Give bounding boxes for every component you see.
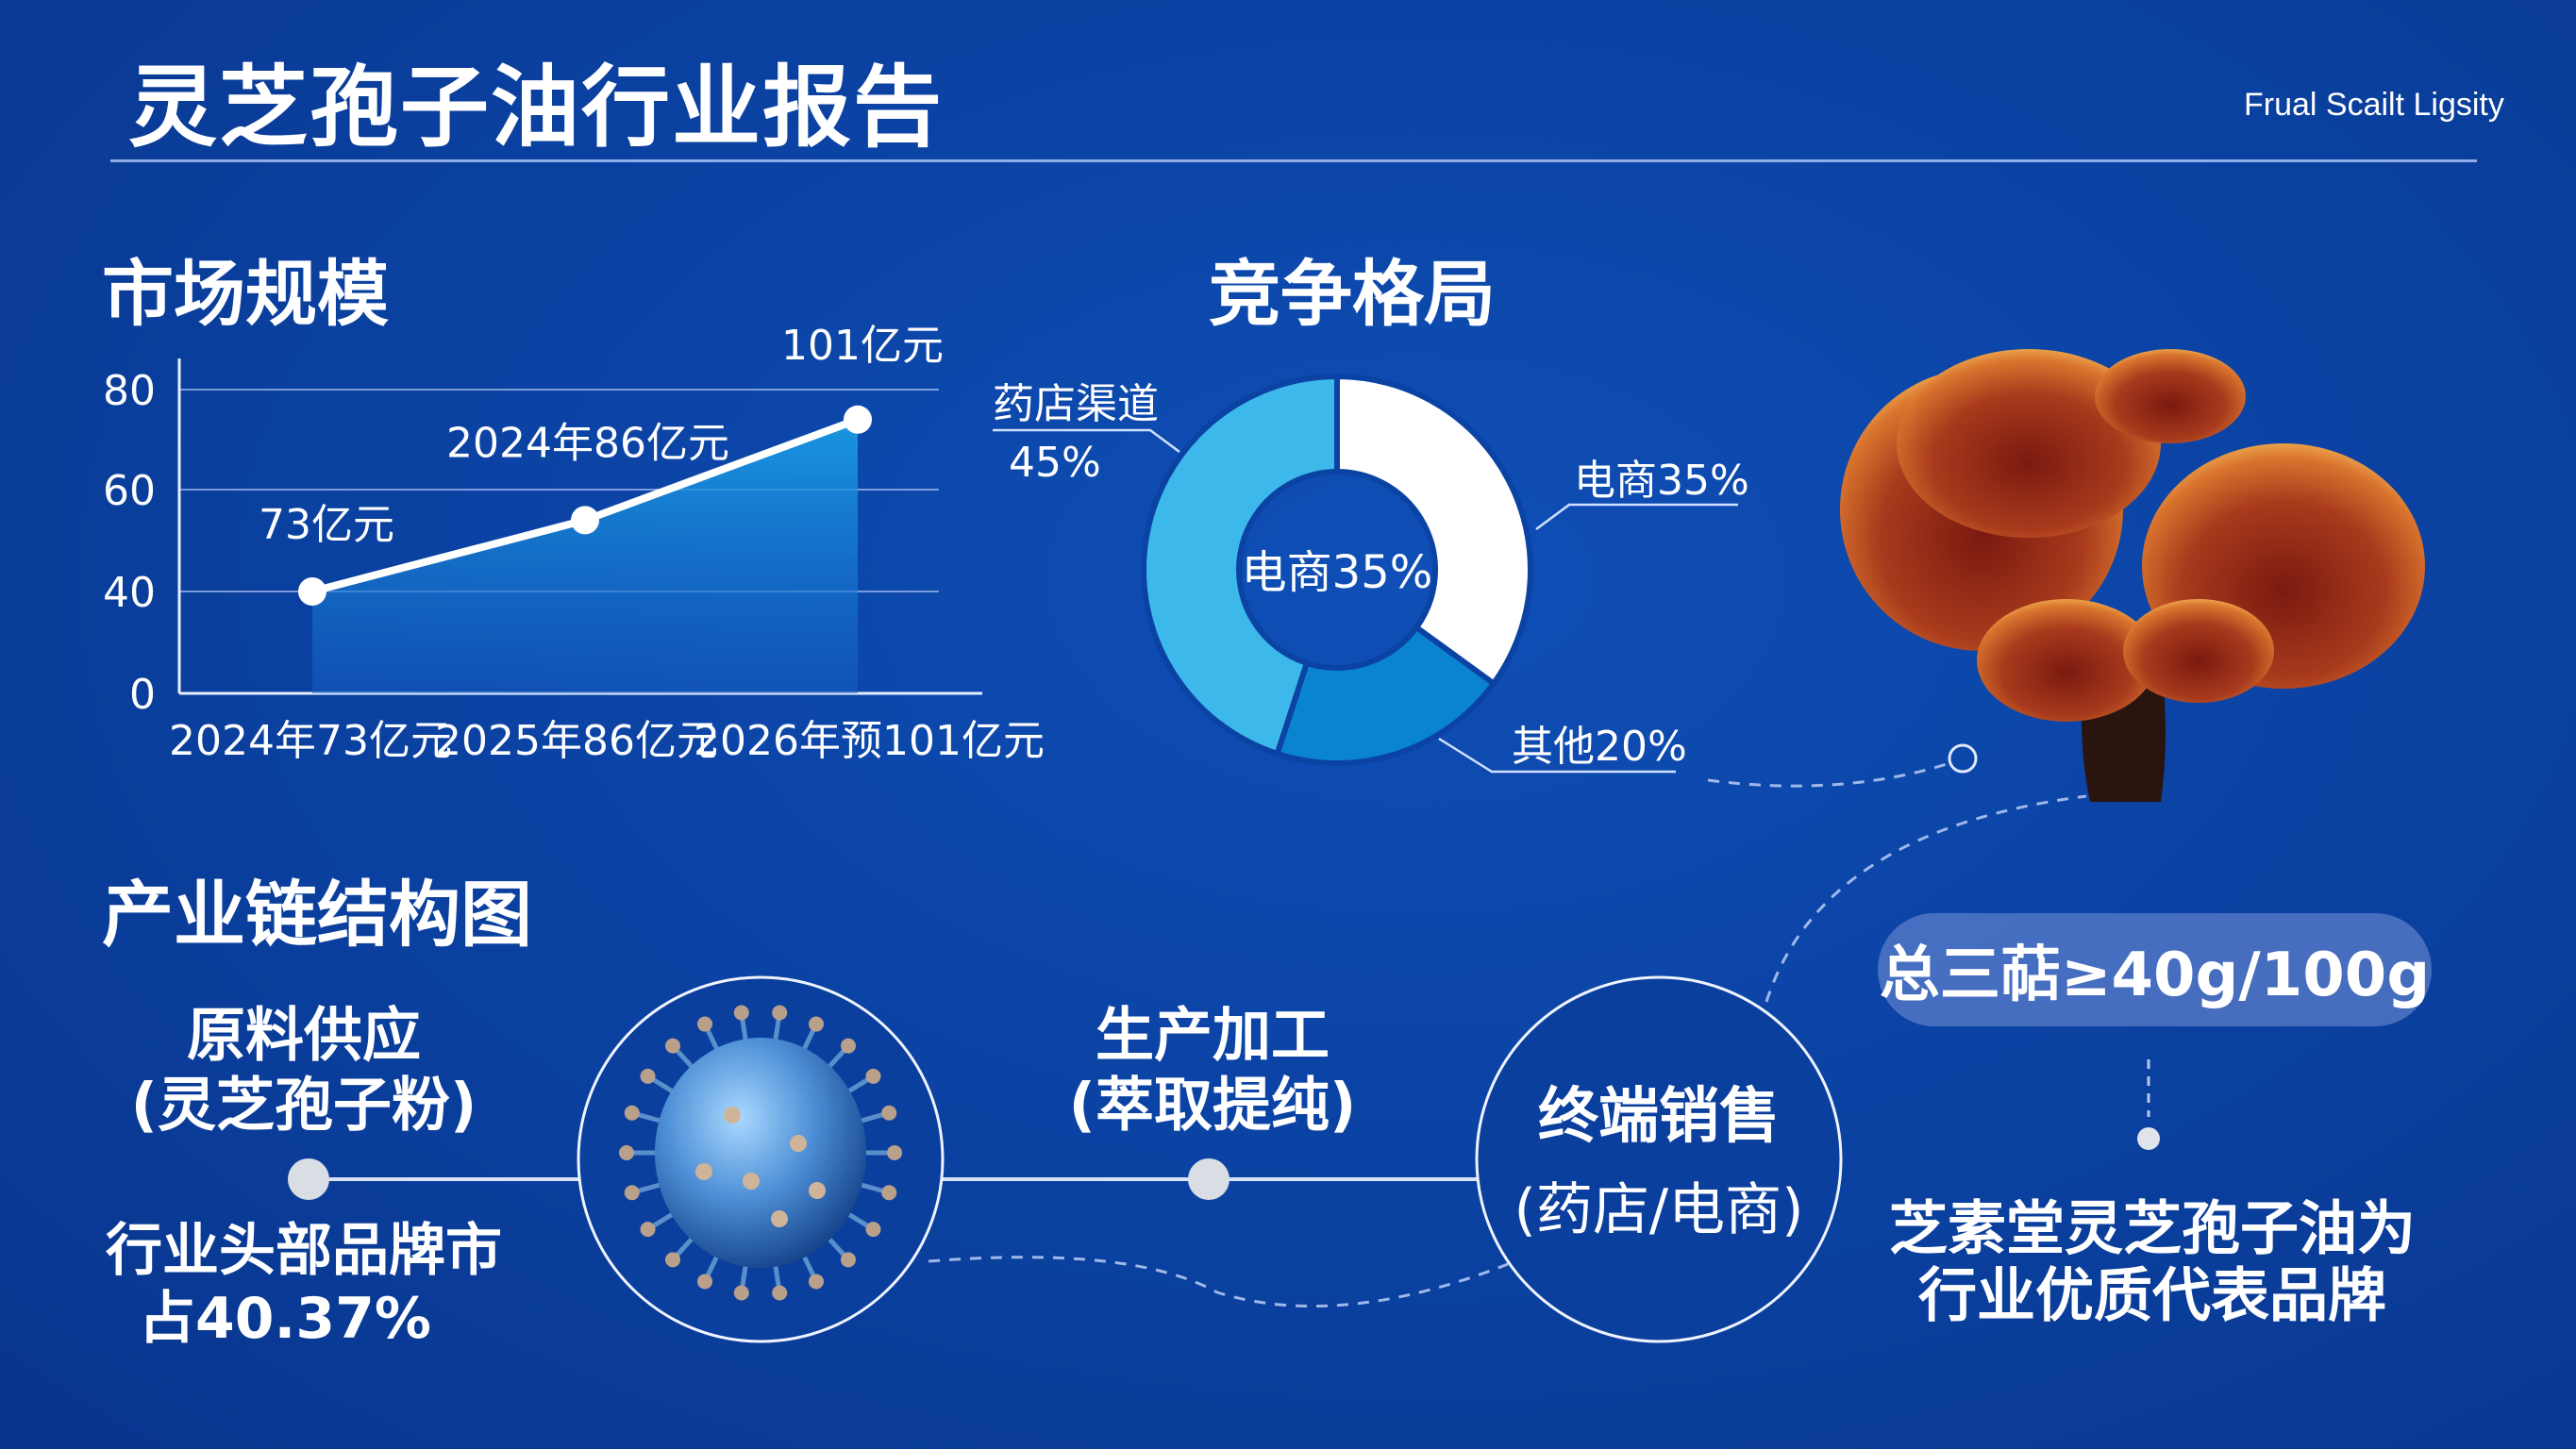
surface-dot — [790, 1135, 807, 1152]
node-sub: (药店/电商) — [1514, 1177, 1804, 1244]
chain-node-sales-label: 终端销售 (药店/电商) — [1514, 1069, 1803, 1256]
dashed-connector — [1765, 794, 2087, 1003]
surface-dot — [695, 1163, 712, 1180]
spike-tip — [640, 1068, 656, 1084]
y-tick-label: 60 — [103, 467, 156, 515]
chain-node-raw — [288, 1158, 329, 1200]
spike-tip — [840, 1038, 856, 1054]
spike-tip — [772, 1285, 788, 1301]
badge-node — [2137, 1127, 2160, 1150]
data-label: 101亿元 — [781, 322, 944, 370]
donut-slice-药店渠道 — [1141, 373, 1340, 758]
spike-tip — [665, 1252, 681, 1268]
spike-tip — [624, 1105, 640, 1121]
slice-label-other: 其他20% — [1512, 723, 1687, 771]
spike-tip — [881, 1185, 897, 1201]
surface-dot — [724, 1107, 741, 1124]
triterpene-badge: 总三萜≥40g/100g — [1878, 913, 2432, 1026]
spike-tip — [697, 1274, 713, 1290]
slice-label-pharmacy: 药店渠道 — [993, 380, 1159, 428]
spike-tip — [887, 1145, 902, 1160]
market-heading: 市场规模 — [102, 252, 389, 336]
header-divider — [110, 159, 2477, 162]
leader-line-other — [1438, 737, 1676, 774]
spike-tip — [808, 1274, 824, 1290]
node-sub: (灵芝孢子粉) — [130, 1071, 477, 1140]
node-title: 原料供应 — [186, 1000, 421, 1070]
competition-heading: 竞争格局 — [1209, 252, 1496, 336]
virus-body — [655, 1038, 866, 1268]
x-tick-label: 2024年73亿元 — [169, 717, 452, 765]
donut-slice-电商 — [1334, 373, 1533, 688]
brand-line2: 行业优质代表品牌 — [1917, 1261, 2387, 1330]
spike-tip — [808, 1016, 824, 1032]
slice-label-ecommerce: 电商35% — [1574, 457, 1749, 505]
x-tick-label: 2025年86亿元 — [435, 717, 718, 765]
data-point — [571, 506, 599, 535]
dashed-connector — [1707, 762, 1948, 788]
slice-value-pharmacy: 45% — [1009, 439, 1101, 487]
y-tick-label: 80 — [103, 367, 156, 415]
surface-dot — [771, 1210, 788, 1227]
x-tick-label: 2026年预101亿元 — [694, 717, 1045, 765]
spike-tip — [619, 1145, 634, 1160]
spike-tip — [881, 1105, 897, 1121]
surface-dot — [743, 1173, 760, 1190]
node-title: 终端销售 — [1538, 1081, 1780, 1152]
sales-circle — [1475, 975, 1843, 1343]
connector-node — [1948, 743, 1978, 774]
donut-center-label: 电商35% — [1241, 546, 1433, 599]
y-tick-label: 40 — [103, 569, 156, 617]
market-size-chart: 0 40 60 80 73亿元 2024年73亿元 2024年86亿元 2025年86亿元 10… — [103, 322, 1045, 765]
leader-line-pharmacy — [993, 428, 1180, 454]
spike-tip — [733, 1005, 749, 1021]
chain-node-production-label: 生产加工 (萃取提纯) — [1069, 1001, 1357, 1141]
lingzhi-mushroom-image — [1840, 349, 2425, 802]
page-title: 灵芝孢子油行业报告 — [128, 57, 945, 159]
spike-tip — [865, 1222, 881, 1238]
data-label: 2024年86亿元 — [446, 419, 729, 467]
chain-heading: 产业链结构图 — [102, 873, 532, 957]
header-subtitle: Frual Scailt Ligsity — [2244, 87, 2504, 123]
surface-dot — [809, 1182, 826, 1199]
chain-node-production — [1188, 1158, 1229, 1200]
node-title: 生产加工 — [1095, 1000, 1330, 1070]
data-point — [298, 577, 326, 606]
spike-tip — [865, 1068, 881, 1084]
spike-tip — [640, 1222, 656, 1238]
brand-line1: 芝素堂灵芝孢子油为 — [1888, 1193, 2417, 1263]
brand-statement: 芝素堂灵芝孢子油为 行业优质代表品牌 — [1888, 1193, 2417, 1330]
spike-tip — [697, 1016, 713, 1032]
spike-tip — [665, 1038, 681, 1054]
note-line2: 占40.37% — [139, 1286, 431, 1352]
note-line1: 行业头部品牌市 — [106, 1218, 502, 1284]
data-point — [844, 405, 872, 434]
virus-spore-icon — [619, 1005, 902, 1301]
spike-tip — [733, 1285, 749, 1301]
data-label: 73亿元 — [259, 501, 394, 549]
spike-tip — [772, 1005, 788, 1021]
dashed-connector — [928, 1256, 1509, 1307]
y-tick-label: 0 — [129, 671, 156, 719]
donut-slice-其他 — [1273, 623, 1498, 766]
chain-node-raw-label: 原料供应 (灵芝孢子粉) — [131, 1001, 477, 1141]
spike-tip — [624, 1185, 640, 1201]
node-sub: (萃取提纯) — [1068, 1071, 1357, 1140]
market-share-note: 行业头部品牌市 占40.37% — [106, 1217, 502, 1353]
spike-tip — [840, 1252, 856, 1268]
competition-donut-chart — [1141, 373, 1533, 766]
leader-line-ecommerce — [1535, 503, 1738, 531]
area-fill — [312, 419, 858, 693]
